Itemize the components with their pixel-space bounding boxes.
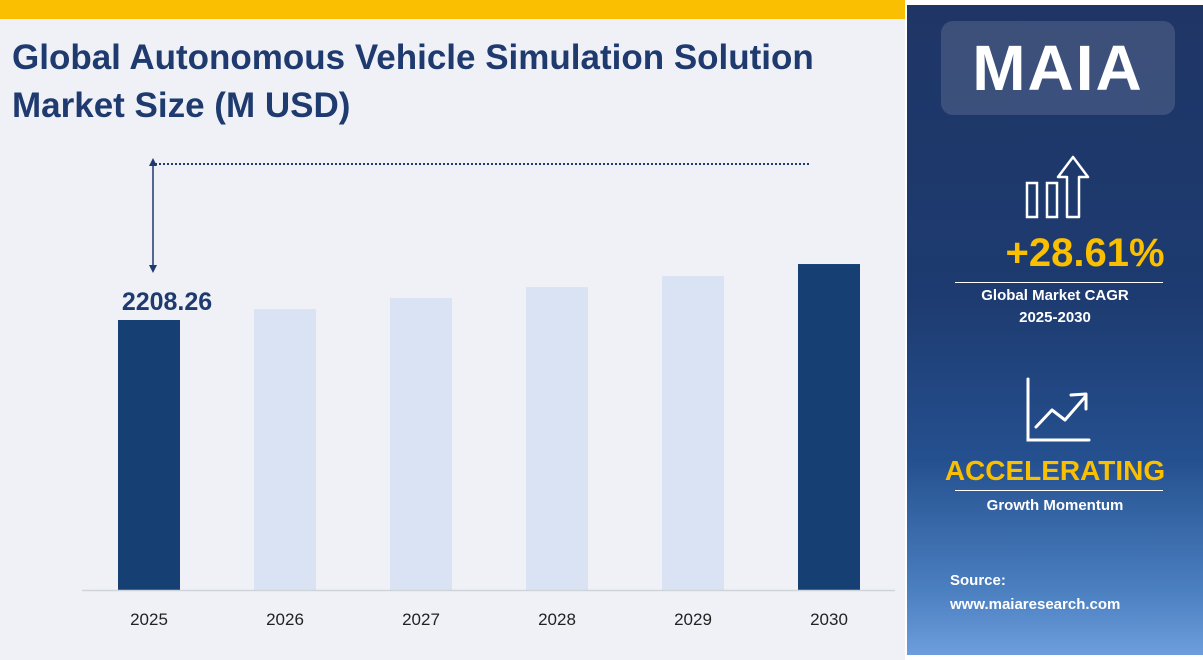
x-tick-label: 2030 bbox=[810, 610, 848, 629]
bar-chart-arrow-up-icon bbox=[1025, 155, 1090, 219]
source-url[interactable]: www.maiaresearch.com bbox=[950, 596, 1121, 613]
line-chart-trend-icon bbox=[1026, 377, 1091, 442]
range-arrow bbox=[149, 158, 157, 273]
divider bbox=[955, 490, 1163, 491]
bar-chart: 2025 2208.26 2026 2027 2028 2029 2030 bbox=[82, 158, 895, 629]
chart-area: Global Autonomous Vehicle Simulation Sol… bbox=[0, 0, 905, 660]
momentum-value: ACCELERATING bbox=[944, 455, 1166, 486]
x-tick-label: 2026 bbox=[266, 610, 304, 629]
accent-bar bbox=[0, 0, 905, 19]
bar-2026 bbox=[254, 309, 316, 590]
source-label: Source: bbox=[950, 572, 1006, 589]
x-tick-label: 2025 bbox=[130, 610, 168, 629]
data-label-2025: 2208.26 bbox=[122, 288, 212, 316]
bar-2025 bbox=[118, 320, 180, 590]
bar-2028 bbox=[526, 287, 588, 590]
x-tick-label: 2029 bbox=[674, 610, 712, 629]
momentum-label: Growth Momentum bbox=[986, 497, 1124, 514]
cagr-label: Global Market CAGR bbox=[981, 287, 1129, 304]
x-tick-label: 2028 bbox=[538, 610, 576, 629]
cagr-value: +28.61% bbox=[1005, 231, 1165, 275]
bar-2030 bbox=[798, 264, 860, 590]
bar-2027 bbox=[390, 298, 452, 590]
cagr-period: 2025-2030 bbox=[1019, 309, 1091, 326]
maia-logo: MAIA bbox=[941, 21, 1175, 115]
sidebar-panel: MAIA +28.61% Global Market CAGR 2025-203… bbox=[907, 5, 1203, 655]
divider bbox=[955, 282, 1163, 283]
chart-title: Global Autonomous Vehicle Simulation Sol… bbox=[12, 38, 814, 125]
bar-2029 bbox=[662, 276, 724, 590]
x-tick-label: 2027 bbox=[402, 610, 440, 629]
